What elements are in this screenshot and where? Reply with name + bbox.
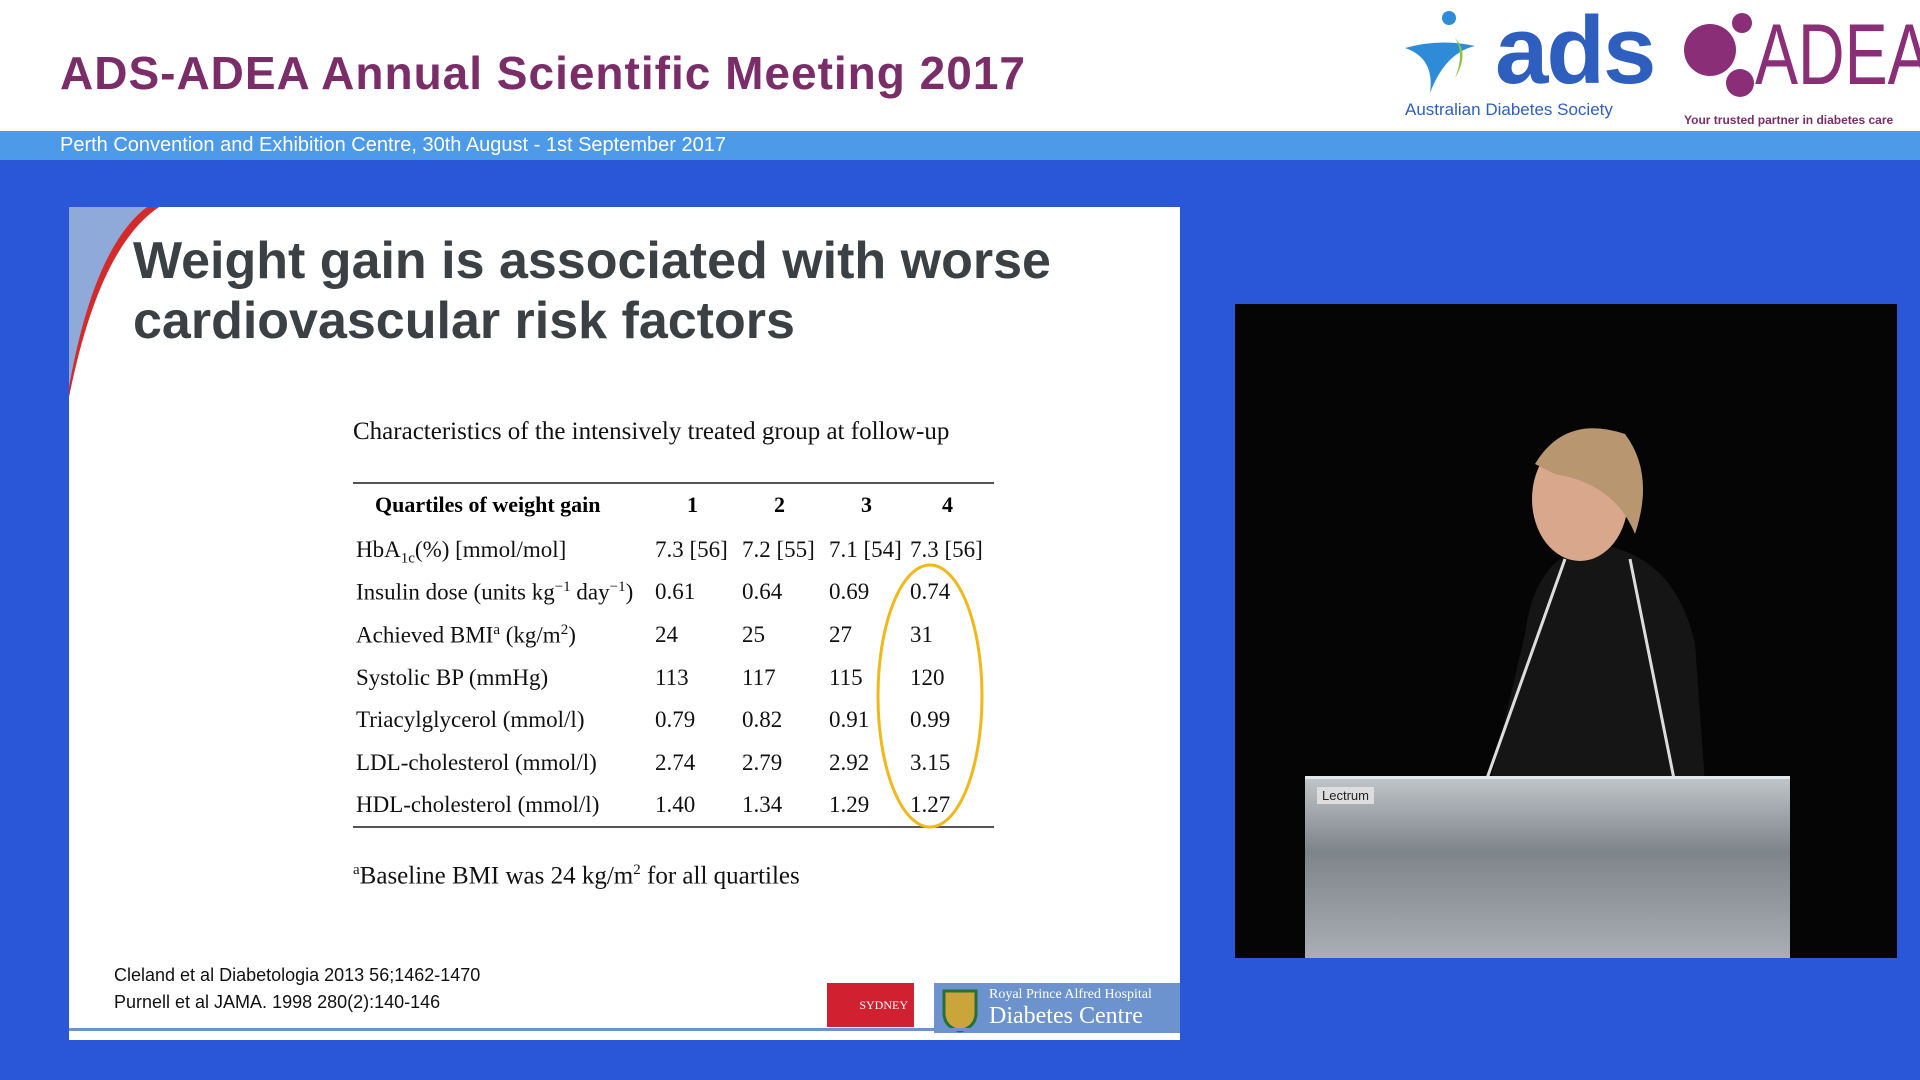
table-cell: 2.79 — [742, 750, 783, 775]
label-part: HDL-cholesterol (mmol/l) — [356, 792, 600, 817]
label-part: −1 — [554, 579, 571, 595]
table-cell: 24 — [655, 622, 678, 647]
adea-logo: ADEA — [1755, 7, 1920, 103]
sydney-text: SYDNEY — [859, 998, 908, 1012]
slide-title-line: cardiovascular risk factors — [133, 292, 795, 350]
label-part: Insulin dose (units kg — [356, 579, 555, 605]
label-part: −1 — [609, 579, 626, 595]
table-cell: 0.61 — [655, 579, 696, 604]
row-label: Achieved BMIa (kg/m2) — [356, 622, 576, 649]
adea-tagline: Your trusted partner in diabetes care — [1684, 113, 1894, 127]
row-label: LDL-cholesterol (mmol/l) — [356, 750, 597, 776]
row-label: Systolic BP (mmHg) — [356, 665, 548, 691]
label-part: ) — [625, 579, 634, 605]
slide-swoosh — [69, 207, 159, 397]
meeting-title: ADS-ADEA Annual Scientific Meeting 2017 — [60, 47, 1026, 99]
ads-figure — [1405, 11, 1475, 93]
table-footnote: aBaseline BMI was 24 kg/m2 for all quart… — [353, 862, 800, 890]
table-cell: 1.40 — [655, 792, 696, 817]
rpa-line2: Diabetes Centre — [989, 1003, 1143, 1029]
row-label: HDL-cholesterol (mmol/l) — [356, 792, 599, 818]
table-cell: 7.1 [54] — [829, 537, 902, 562]
table-header-cell: 2 — [774, 492, 785, 517]
table-cell: 7.3 [56] — [655, 537, 728, 562]
table-header-cell: 1 — [687, 492, 698, 517]
label-part: 1c — [400, 550, 415, 567]
rpa-logo: Royal Prince Alfred Hospital Diabetes Ce… — [934, 983, 1180, 1033]
table-cell: 27 — [829, 622, 852, 647]
reference: Cleland et al Diabetologia 2013 56;1462-… — [114, 965, 481, 985]
adea-dots — [1684, 13, 1754, 97]
header: ADS-ADEA Annual Scientific Meeting 2017 … — [0, 0, 1920, 131]
table-cell: 2.74 — [655, 750, 696, 775]
table-caption: Characteristics of the intensively treat… — [353, 418, 950, 445]
table-cell: 1.27 — [910, 792, 951, 817]
table-cell: 25 — [742, 622, 765, 647]
rpa-line1: Royal Prince Alfred Hospital — [989, 987, 1152, 1002]
row-label: Triacylglycerol (mmol/l) — [356, 707, 584, 733]
table-cell: 0.99 — [910, 707, 951, 732]
table-cell: 0.74 — [910, 579, 951, 604]
podium-label: Lectrum — [1317, 787, 1374, 804]
table-cell: 113 — [655, 665, 689, 690]
table-header-cell: 3 — [861, 492, 872, 517]
table-cell: 0.64 — [742, 579, 783, 604]
speaker — [1483, 428, 1705, 785]
label-part: a — [493, 622, 500, 638]
table-cell: 120 — [910, 665, 945, 690]
table-rule — [353, 482, 994, 484]
podium: Lectrum — [1305, 776, 1790, 958]
table-cell: 0.79 — [655, 707, 696, 732]
reference: Purnell et al JAMA. 1998 280(2):140-146 — [114, 992, 441, 1012]
sydney-logo: SYDNEY — [827, 983, 914, 1027]
label-part: (%) [mmol/mol] — [414, 537, 567, 562]
video-panel: Lectrum — [1235, 304, 1897, 958]
label-part: day — [570, 579, 610, 605]
table-cell: 7.3 [56] — [910, 537, 983, 562]
label-part: LDL-cholesterol (mmol/l) — [356, 750, 597, 775]
label-part: (kg/m — [500, 622, 561, 648]
row-label: Insulin dose (units kg−1 day−1) — [356, 579, 633, 606]
table-cell: 31 — [910, 622, 933, 647]
table-cell: 3.15 — [910, 750, 951, 775]
table-header-cell: Quartiles of weight gain — [375, 492, 601, 517]
table-cell: 0.91 — [829, 707, 870, 732]
footnote-sup: 2 — [633, 862, 641, 878]
slide: Weight gain is associated with worse car… — [69, 207, 1180, 1040]
footnote-sup: a — [353, 862, 360, 878]
table-cell: 7.2 [55] — [742, 537, 815, 562]
slide-bottom-rule — [69, 1028, 1180, 1031]
table-cell: 1.34 — [742, 792, 783, 817]
row-label: HbA1c(%) [mmol/mol] — [356, 537, 566, 568]
footnote-text: Baseline BMI was 24 kg/m — [359, 862, 634, 890]
table-rule — [353, 826, 994, 828]
table-cell: 2.92 — [829, 750, 870, 775]
slide-title: Weight gain is associated with worse car… — [133, 231, 1051, 351]
table-cell: 115 — [829, 665, 863, 690]
table-cell: 1.29 — [829, 792, 870, 817]
table-cell: 117 — [742, 665, 776, 690]
ads-logo: ads — [1495, 0, 1656, 104]
label-part: Systolic BP (mmHg) — [356, 665, 549, 690]
slide-title-line: Weight gain is associated with worse — [133, 232, 1051, 290]
table-cell: 0.82 — [742, 707, 783, 732]
highlight-ellipse — [876, 563, 984, 829]
label-part: Achieved BMI — [356, 622, 494, 648]
table-header-cell: 4 — [942, 492, 953, 517]
label-part: ) — [568, 622, 576, 648]
rpa-crest — [942, 989, 978, 1033]
ads-name: Australian Diabetes Society — [1405, 100, 1613, 119]
footnote-text: for all quartiles — [640, 862, 800, 890]
meeting-subtitle: Perth Convention and Exhibition Centre, … — [60, 134, 726, 156]
label-part: 2 — [560, 622, 569, 638]
label-part: HbA — [356, 537, 401, 562]
subtitle-bar: Perth Convention and Exhibition Centre, … — [0, 131, 1920, 160]
label-part: Triacylglycerol (mmol/l) — [356, 707, 585, 732]
table-cell: 0.69 — [829, 579, 870, 604]
